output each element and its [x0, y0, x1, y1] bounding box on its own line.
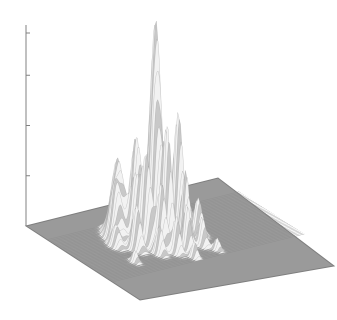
surface-ridge	[104, 228, 297, 277]
surface-ridge	[109, 231, 302, 281]
surface-ridge	[102, 227, 295, 276]
surface-ridge	[105, 229, 298, 278]
surface-mesh	[47, 21, 305, 283]
surface-ridge	[107, 230, 300, 280]
z-axis	[25, 25, 30, 226]
surface-ridge	[112, 233, 305, 283]
surface-ridge	[110, 232, 303, 282]
